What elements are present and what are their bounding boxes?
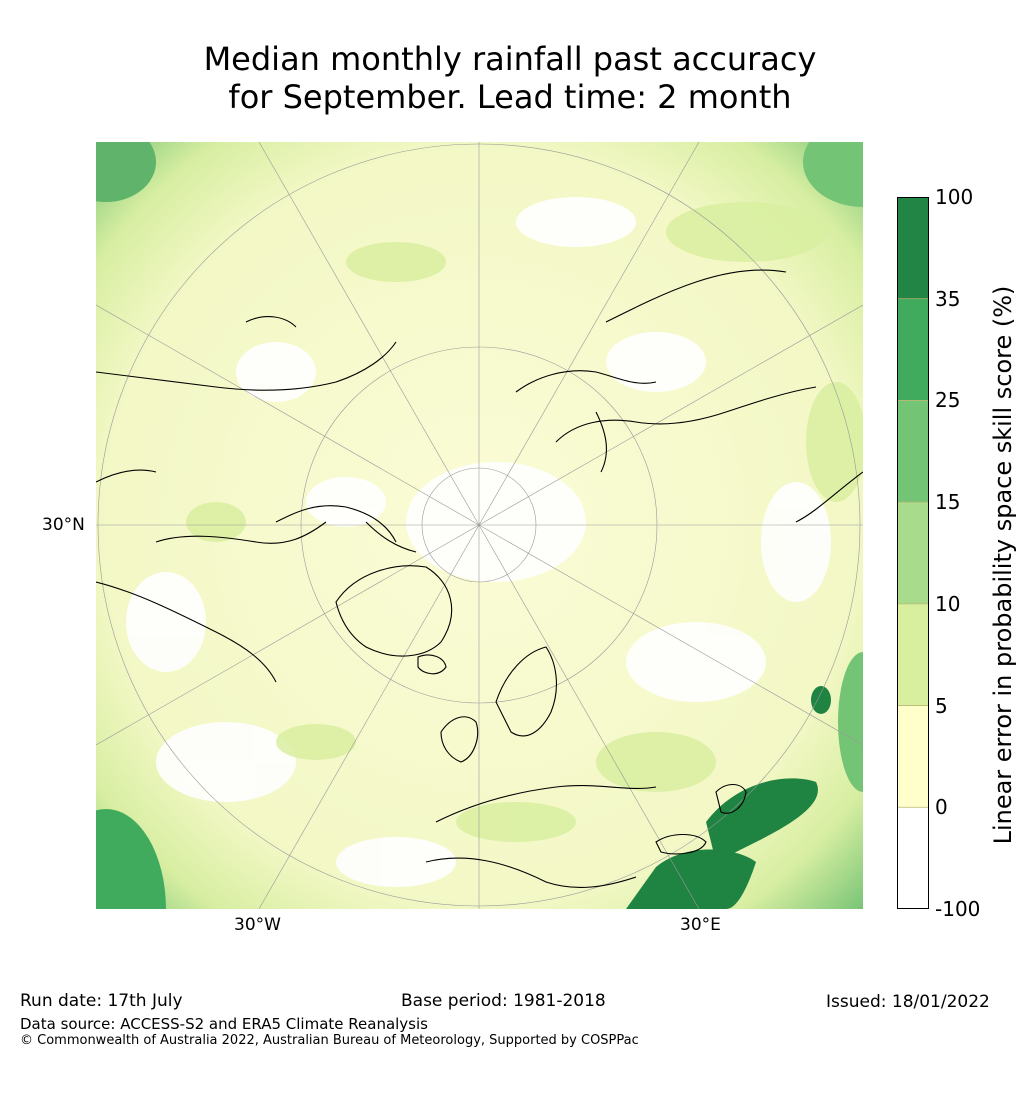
high-skill-region bbox=[626, 686, 831, 909]
colorbar-tick-label: 0 bbox=[935, 795, 948, 820]
map-title-line2: for September. Lead time: 2 month bbox=[228, 78, 792, 116]
map-title: Median monthly rainfall past accuracy fo… bbox=[0, 40, 1020, 116]
light-green-patches bbox=[186, 202, 863, 842]
colorbar-bin bbox=[897, 502, 929, 604]
colorbar-tick-label: 25 bbox=[935, 388, 961, 413]
coastlines bbox=[96, 269, 863, 888]
colorbar-bin bbox=[897, 298, 929, 401]
colorbar-tick-label: 35 bbox=[935, 286, 961, 311]
corner-green-shading bbox=[96, 142, 863, 909]
colorbar-bin bbox=[897, 603, 929, 706]
issued-date: Issued: 18/01/2022 bbox=[826, 992, 990, 1012]
colorbar-tick-label: 5 bbox=[935, 693, 948, 718]
graticule bbox=[96, 142, 863, 909]
colorbar-bin bbox=[897, 705, 929, 808]
colorbar-tick-label: 10 bbox=[935, 591, 961, 616]
lon-label-30e: 30°E bbox=[680, 915, 721, 935]
colorbar-bin bbox=[897, 197, 929, 299]
base-period: Base period: 1981-2018 bbox=[401, 991, 606, 1011]
colorbar-tick-label: 100 bbox=[935, 185, 974, 209]
colorbar-bin bbox=[897, 400, 929, 503]
colorbar-bin bbox=[897, 807, 929, 909]
colorbar-tick-label: -100 bbox=[935, 897, 981, 921]
colorbar-tick-label: 15 bbox=[935, 490, 961, 515]
lat-label-30n: 30°N bbox=[42, 515, 85, 535]
map-title-line1: Median monthly rainfall past accuracy bbox=[203, 40, 817, 78]
copyright: © Commonwealth of Australia 2022, Austra… bbox=[20, 1033, 639, 1048]
white-patches bbox=[126, 197, 831, 887]
colorbar-title: Linear error in probability space skill … bbox=[989, 285, 1017, 845]
run-date: Run date: 17th July bbox=[20, 991, 183, 1011]
colorbar bbox=[897, 197, 929, 909]
polar-map bbox=[96, 142, 863, 909]
data-source: Data source: ACCESS-S2 and ERA5 Climate … bbox=[20, 1015, 428, 1033]
lon-label-30w: 30°W bbox=[234, 915, 281, 935]
